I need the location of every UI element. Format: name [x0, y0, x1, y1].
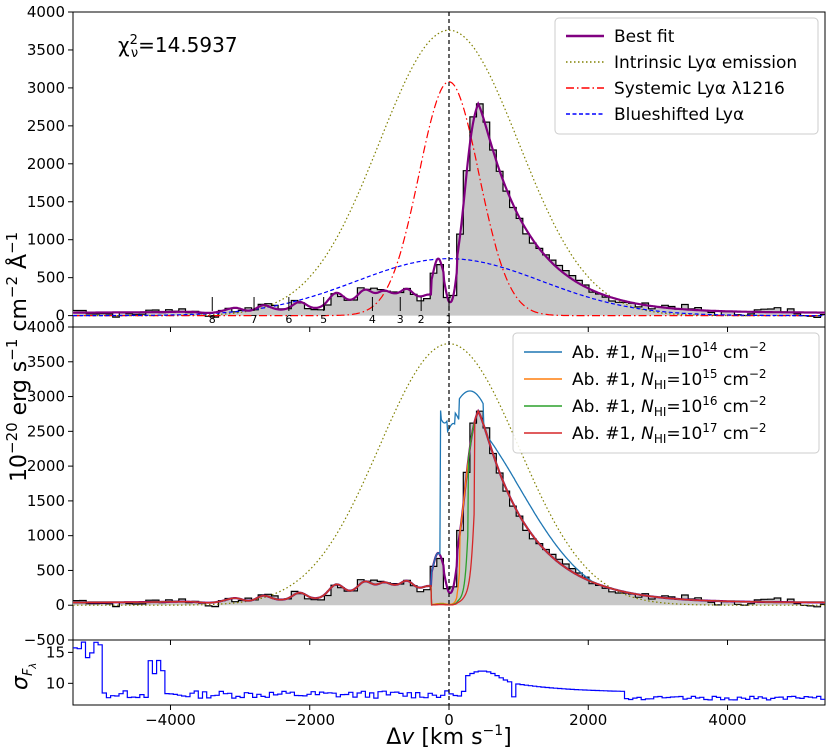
top-legend: Best fit Intrinsic Lyα emission Systemic L…: [554, 17, 819, 135]
x-tick-label: −2000: [284, 711, 335, 729]
y-tick-label: 500: [36, 561, 65, 579]
y-tick-label: 1500: [27, 492, 65, 510]
x-tick-label: −4000: [145, 711, 196, 729]
middle-legend: Ab. #1, NHI=1014 cm−2Ab. #1, NHI=1015 cm…: [512, 332, 820, 454]
y-tick-label: 0: [55, 596, 65, 614]
observed-fill: [73, 103, 825, 318]
axes-labels: 0 500 1000 1500 2000 2500 3000 3500 4000 −500 0 500…: [3, 3, 747, 750]
x-axis-label: Δv [km s−1]: [386, 723, 512, 750]
y-tick-label: 3000: [27, 388, 65, 406]
observed-histogram: [73, 103, 825, 318]
legend-label: Ab. #1, NHI=1014 cm−2: [572, 340, 767, 365]
absorber-marker-label: 7: [251, 313, 258, 326]
x-tick-label: 4000: [708, 711, 746, 729]
y-tick-label: 10: [46, 674, 65, 692]
y-tick-label: 15: [46, 643, 65, 661]
y-tick-label: 2500: [27, 117, 65, 135]
absorber-marker-label: 8: [209, 313, 216, 326]
bottom-panel: [72, 639, 826, 706]
y-tick-label: 3000: [27, 79, 65, 97]
x-tick-label: 2000: [569, 711, 607, 729]
y-tick-label: 0: [55, 307, 65, 325]
y-tick-label: 3500: [27, 41, 65, 59]
sigma-axis-label: σFλ: [8, 663, 39, 690]
middle-legend-box: [512, 332, 820, 454]
absorber-marker-label: 2: [418, 313, 425, 326]
legend-label: Systemic Lyα λ1216: [614, 79, 785, 99]
y-tick-label: 4000: [27, 318, 65, 336]
legend-label: Best fit: [614, 27, 675, 47]
absorber-marker-label: 1: [446, 313, 453, 326]
y-tick-label: 1000: [27, 527, 65, 545]
y-tick-label: 1500: [27, 193, 65, 211]
middle-panel: Ab. #1, NHI=1014 cm−2Ab. #1, NHI=1015 cm…: [72, 326, 826, 641]
y-tick-label: 2000: [27, 155, 65, 173]
legend-label: Blueshifted Lyα: [614, 105, 744, 125]
y-tick-label: 500: [36, 269, 65, 287]
absorber-marker-label: 3: [397, 313, 404, 326]
x-tick-label: 0: [444, 711, 454, 729]
systemic-line: [73, 81, 825, 317]
top-legend-box: [554, 17, 819, 135]
y-tick-label: −500: [24, 631, 65, 649]
absorber-marker-label: 6: [285, 313, 292, 326]
y-tick-label: 2000: [27, 457, 65, 475]
absorber-17-line: [73, 409, 825, 606]
absorber-marker-label: 5: [320, 313, 327, 326]
legend-label: Ab. #1, NHI=1015 cm−2: [572, 367, 767, 392]
y-tick-label: 1000: [27, 231, 65, 249]
y-axis-label: 10−20 erg s−1 cm−2 Å−1: [3, 232, 32, 482]
legend-label: Ab. #1, NHI=1017 cm−2: [572, 421, 767, 446]
chi-square-label: χ2 ν=14.5937: [118, 33, 238, 61]
legend-label: Intrinsic Lyα emission: [614, 53, 797, 73]
y-tick-label: 2500: [27, 422, 65, 440]
y-tick-label: 3500: [27, 353, 65, 371]
top-panel: 8 7 6 5 4 3 2 1 χ2 ν=14.5937 Best fit Intrinsic Lyα…: [72, 11, 826, 328]
legend-label: Ab. #1, NHI=1016 cm−2: [572, 394, 767, 419]
absorber-marker-label: 4: [369, 313, 376, 326]
y-tick-label: 4000: [27, 3, 65, 21]
